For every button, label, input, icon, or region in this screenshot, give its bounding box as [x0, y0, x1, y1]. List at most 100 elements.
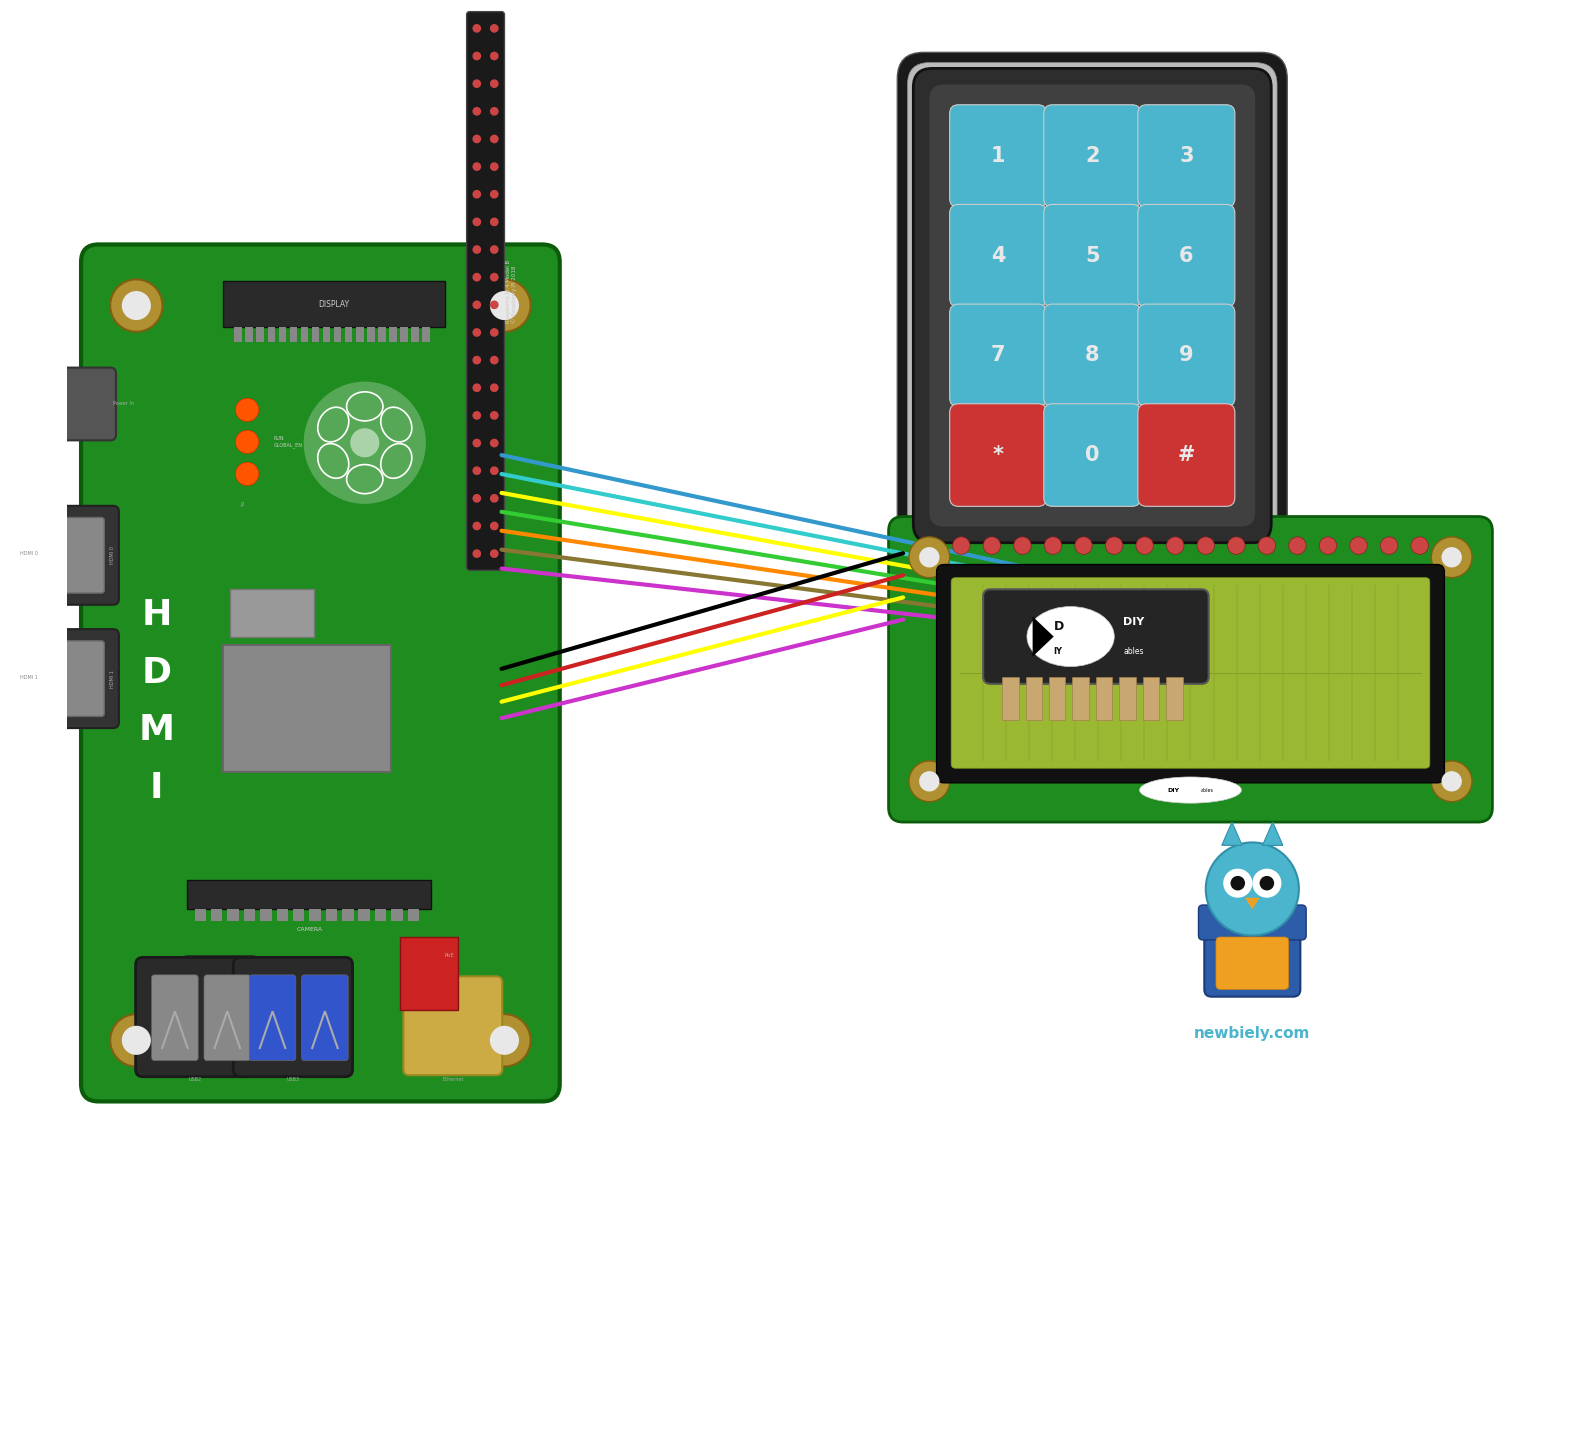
Bar — [333, 327, 341, 342]
Circle shape — [983, 537, 1000, 554]
FancyBboxPatch shape — [1043, 403, 1140, 506]
FancyBboxPatch shape — [135, 957, 256, 1077]
Text: HDMI 0: HDMI 0 — [110, 547, 116, 565]
Bar — [195, 909, 206, 921]
Circle shape — [473, 467, 481, 476]
Bar — [1143, 524, 1158, 597]
FancyBboxPatch shape — [1139, 205, 1235, 307]
Text: Power In: Power In — [113, 402, 133, 406]
Bar — [278, 327, 286, 342]
Circle shape — [122, 1026, 151, 1055]
Text: I: I — [149, 771, 164, 805]
Circle shape — [478, 1014, 530, 1067]
Circle shape — [473, 356, 481, 365]
Circle shape — [473, 412, 481, 420]
Bar — [300, 327, 308, 342]
Bar — [1126, 524, 1140, 597]
Bar — [356, 327, 364, 342]
Circle shape — [473, 522, 481, 531]
Text: newbiely.com: newbiely.com — [270, 607, 387, 674]
Polygon shape — [1032, 617, 1054, 656]
Circle shape — [1431, 537, 1472, 578]
Text: PoE: PoE — [445, 953, 454, 957]
Circle shape — [235, 463, 259, 486]
Circle shape — [491, 1026, 519, 1055]
Circle shape — [1197, 537, 1215, 554]
Polygon shape — [1262, 822, 1283, 845]
Text: H: H — [141, 598, 172, 633]
Circle shape — [473, 108, 481, 116]
Bar — [257, 327, 264, 342]
Text: A/V: A/V — [214, 1055, 224, 1061]
Text: CAMERA: CAMERA — [297, 927, 322, 931]
Bar — [1166, 677, 1183, 720]
Circle shape — [1253, 869, 1282, 898]
Bar — [187, 880, 432, 909]
FancyBboxPatch shape — [937, 565, 1445, 783]
FancyBboxPatch shape — [1216, 937, 1289, 989]
Text: HDMI 0: HDMI 0 — [19, 551, 38, 556]
Circle shape — [473, 384, 481, 393]
Text: 8: 8 — [1085, 345, 1099, 365]
Circle shape — [351, 428, 380, 457]
Text: USB3: USB3 — [286, 1077, 300, 1083]
Text: 2: 2 — [1085, 146, 1099, 166]
Bar — [276, 909, 287, 921]
Text: newbiely.com: newbiely.com — [1194, 1026, 1310, 1040]
Circle shape — [110, 279, 162, 332]
Text: IY: IY — [1054, 647, 1062, 656]
Circle shape — [491, 301, 499, 310]
Circle shape — [473, 51, 481, 61]
Circle shape — [1205, 842, 1299, 936]
Bar — [359, 909, 370, 921]
Text: Raspberry Pi 4 Model B
© Raspberry Pi 2018: Raspberry Pi 4 Model B © Raspberry Pi 20… — [507, 259, 518, 323]
FancyBboxPatch shape — [1199, 905, 1307, 940]
Bar — [1143, 677, 1159, 720]
Circle shape — [491, 550, 499, 559]
Circle shape — [473, 218, 481, 227]
Circle shape — [919, 771, 940, 792]
FancyBboxPatch shape — [81, 244, 559, 1101]
Bar — [235, 327, 241, 342]
Circle shape — [235, 399, 259, 422]
Circle shape — [491, 25, 499, 33]
Bar — [1091, 524, 1105, 597]
Circle shape — [1075, 537, 1093, 554]
FancyBboxPatch shape — [1043, 105, 1140, 208]
Circle shape — [491, 291, 519, 320]
FancyBboxPatch shape — [46, 506, 119, 605]
Text: DIY: DIY — [1123, 617, 1145, 627]
Circle shape — [473, 246, 481, 255]
Text: 3: 3 — [1180, 146, 1194, 166]
FancyBboxPatch shape — [1204, 921, 1301, 997]
Circle shape — [491, 439, 499, 448]
FancyBboxPatch shape — [1139, 105, 1235, 208]
Text: HDMI 1: HDMI 1 — [19, 675, 38, 679]
Circle shape — [1045, 537, 1062, 554]
Circle shape — [491, 329, 499, 338]
Circle shape — [235, 431, 259, 454]
Text: 9: 9 — [1178, 345, 1194, 365]
Circle shape — [1289, 537, 1307, 554]
FancyBboxPatch shape — [56, 518, 105, 594]
FancyBboxPatch shape — [46, 629, 119, 728]
Text: J2: J2 — [240, 502, 245, 506]
Circle shape — [953, 537, 970, 554]
Bar — [345, 327, 353, 342]
Bar — [375, 909, 386, 921]
Circle shape — [491, 274, 499, 282]
Bar — [260, 909, 272, 921]
Circle shape — [473, 274, 481, 282]
FancyBboxPatch shape — [249, 975, 295, 1061]
Text: USB2: USB2 — [189, 1077, 202, 1083]
Circle shape — [1228, 537, 1245, 554]
Circle shape — [473, 495, 481, 503]
Text: Ethernet: Ethernet — [441, 1077, 464, 1083]
Circle shape — [491, 79, 499, 87]
Bar — [1120, 677, 1135, 720]
FancyBboxPatch shape — [233, 957, 353, 1077]
Bar — [400, 937, 459, 1010]
Bar — [326, 909, 337, 921]
Text: *: * — [992, 445, 1004, 466]
Bar — [1073, 524, 1088, 597]
